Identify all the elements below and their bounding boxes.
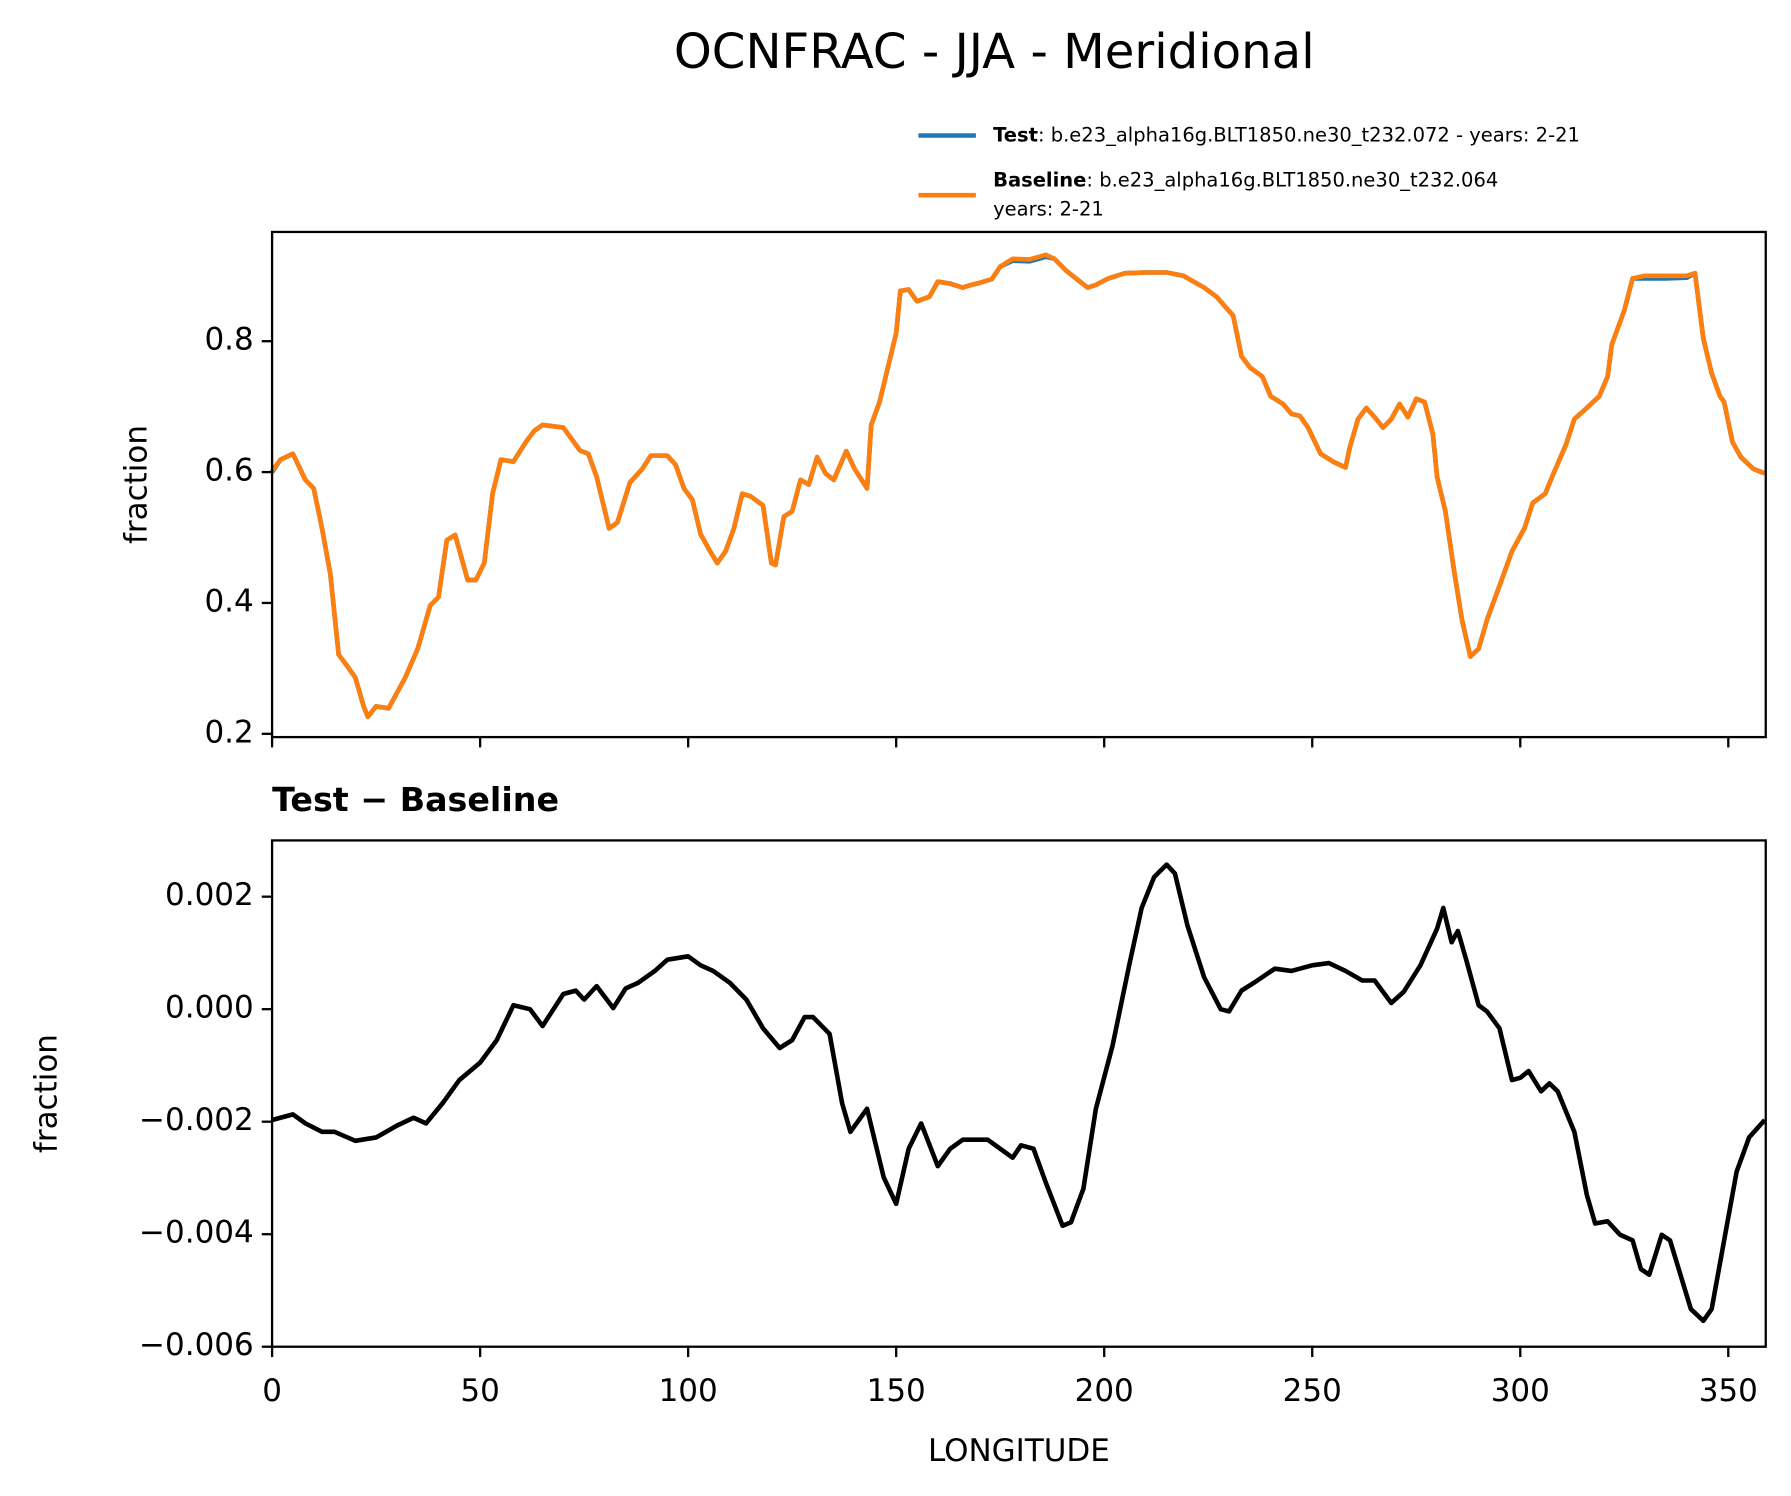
- legend-description: : b.e23_alpha16g.BLT1850.ne30_t232.072 -…: [1038, 123, 1580, 146]
- y-tick-label: 0.002: [165, 877, 254, 913]
- y-tick-label: −0.004: [139, 1215, 254, 1251]
- legend-name: Test: [993, 123, 1038, 146]
- series-line: [271, 862, 1767, 1324]
- x-tick-label: 100: [659, 1373, 718, 1409]
- legend-label: Test: b.e23_alpha16g.BLT1850.ne30_t232.0…: [993, 123, 1580, 146]
- legend-name: Baseline: [993, 168, 1086, 191]
- x-tick-label: 0: [262, 1373, 282, 1409]
- x-axis-label: LONGITUDE: [928, 1433, 1110, 1469]
- x-tick-label: 350: [1699, 1373, 1758, 1409]
- axes-frame: [270, 230, 1767, 739]
- y-tick-label: 0.6: [204, 453, 253, 489]
- y-tick-label: −0.002: [139, 1102, 254, 1138]
- series-line: [270, 252, 1766, 720]
- y-tick-label: 0.2: [204, 714, 253, 750]
- axes-frame: [270, 839, 1767, 1348]
- x-tick-label: 250: [1283, 1373, 1342, 1409]
- chart-title: OCNFRAC - JJA - Meridional: [674, 24, 1315, 80]
- y-tick-label: −0.006: [139, 1327, 254, 1363]
- y-tick-label: 0.8: [204, 322, 253, 358]
- y-axis-label: fraction: [118, 425, 154, 544]
- y-axis-label: fraction: [29, 1034, 65, 1153]
- x-tick-label: 50: [460, 1373, 499, 1409]
- legend-description: years: 2-21: [993, 198, 1104, 221]
- legend-description: : b.e23_alpha16g.BLT1850.ne30_t232.064: [1086, 168, 1498, 191]
- x-tick-label: 200: [1075, 1373, 1134, 1409]
- x-tick-label: 150: [867, 1373, 926, 1409]
- legend-label: Baseline: b.e23_alpha16g.BLT1850.ne30_t2…: [993, 168, 1498, 191]
- subplot-title: Test − Baseline: [272, 780, 559, 819]
- x-tick-label: 300: [1491, 1373, 1550, 1409]
- y-tick-label: 0.000: [165, 990, 254, 1026]
- y-tick-label: 0.4: [204, 583, 253, 619]
